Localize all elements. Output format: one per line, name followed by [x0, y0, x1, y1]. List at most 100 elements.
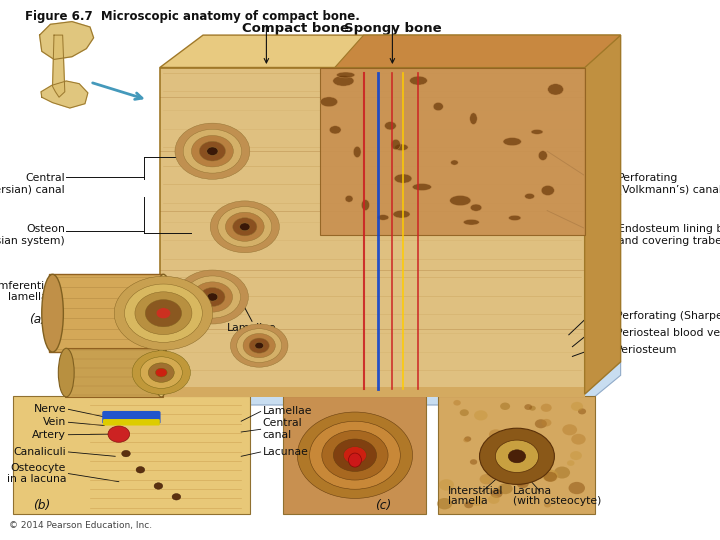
- Circle shape: [562, 424, 577, 435]
- Circle shape: [183, 129, 242, 173]
- Circle shape: [508, 450, 526, 463]
- Circle shape: [343, 447, 366, 464]
- Circle shape: [567, 460, 575, 466]
- Text: Periosteal blood vessel: Periosteal blood vessel: [616, 328, 720, 338]
- Circle shape: [535, 419, 547, 428]
- Text: Interstitial: Interstitial: [448, 487, 503, 496]
- FancyBboxPatch shape: [160, 387, 585, 397]
- Ellipse shape: [58, 348, 74, 397]
- Circle shape: [125, 284, 202, 342]
- Ellipse shape: [354, 146, 361, 158]
- Circle shape: [480, 428, 554, 484]
- Polygon shape: [40, 22, 94, 59]
- Ellipse shape: [508, 215, 521, 220]
- Circle shape: [230, 324, 288, 367]
- Circle shape: [490, 489, 503, 498]
- Circle shape: [322, 430, 388, 480]
- Ellipse shape: [433, 103, 444, 111]
- Ellipse shape: [410, 76, 428, 85]
- Ellipse shape: [391, 139, 400, 150]
- Text: (a): (a): [29, 313, 46, 326]
- Circle shape: [571, 402, 583, 411]
- Text: Osteon
(Haversian system): Osteon (Haversian system): [0, 224, 65, 246]
- Circle shape: [154, 483, 163, 489]
- Ellipse shape: [413, 184, 431, 191]
- Text: (b): (b): [33, 500, 50, 512]
- Text: Central
canal: Central canal: [263, 418, 302, 440]
- Circle shape: [240, 223, 250, 231]
- FancyBboxPatch shape: [49, 274, 163, 352]
- Circle shape: [474, 410, 487, 421]
- Ellipse shape: [451, 160, 458, 165]
- FancyBboxPatch shape: [438, 396, 595, 514]
- Ellipse shape: [525, 193, 534, 199]
- Text: Perforating
(Volkmann’s) canal: Perforating (Volkmann’s) canal: [618, 173, 720, 194]
- FancyBboxPatch shape: [283, 396, 426, 514]
- Text: Lamellae: Lamellae: [263, 407, 312, 416]
- Text: Perforating (Sharpey’s) fibers: Perforating (Sharpey’s) fibers: [616, 311, 720, 321]
- Circle shape: [145, 300, 181, 327]
- Circle shape: [207, 147, 218, 156]
- Text: Vein: Vein: [43, 417, 66, 427]
- Ellipse shape: [348, 453, 361, 467]
- Circle shape: [578, 408, 586, 414]
- FancyBboxPatch shape: [103, 419, 160, 426]
- FancyBboxPatch shape: [320, 68, 585, 235]
- Ellipse shape: [384, 122, 396, 130]
- Text: Lamellae: Lamellae: [228, 323, 276, 333]
- Circle shape: [544, 472, 557, 482]
- Polygon shape: [585, 35, 621, 394]
- Circle shape: [460, 409, 469, 416]
- Ellipse shape: [395, 174, 412, 183]
- Circle shape: [135, 292, 192, 335]
- Ellipse shape: [377, 215, 389, 220]
- Text: Nerve: Nerve: [34, 404, 66, 414]
- Circle shape: [569, 482, 585, 494]
- Circle shape: [438, 479, 454, 491]
- Circle shape: [297, 412, 413, 498]
- Circle shape: [136, 467, 145, 473]
- Circle shape: [172, 494, 181, 500]
- Circle shape: [480, 474, 493, 484]
- Polygon shape: [53, 35, 65, 97]
- Circle shape: [199, 287, 225, 306]
- FancyBboxPatch shape: [13, 396, 250, 514]
- Circle shape: [199, 141, 225, 161]
- Circle shape: [570, 451, 582, 460]
- Ellipse shape: [531, 130, 543, 134]
- Circle shape: [529, 406, 536, 411]
- Text: Spongy bone: Spongy bone: [344, 22, 442, 35]
- Text: Endosteum lining bony canals
and covering trabeculae: Endosteum lining bony canals and coverin…: [618, 224, 720, 246]
- Circle shape: [225, 212, 264, 241]
- Circle shape: [531, 469, 543, 478]
- Text: Canaliculi: Canaliculi: [14, 447, 66, 457]
- Polygon shape: [41, 81, 88, 108]
- Circle shape: [517, 479, 528, 488]
- Circle shape: [192, 282, 233, 312]
- Ellipse shape: [336, 72, 355, 78]
- Ellipse shape: [548, 84, 564, 95]
- Text: (with osteocyte): (with osteocyte): [513, 496, 602, 505]
- Circle shape: [156, 308, 171, 319]
- Text: © 2014 Pearson Education, Inc.: © 2014 Pearson Education, Inc.: [9, 521, 152, 530]
- Circle shape: [499, 454, 512, 464]
- Circle shape: [498, 483, 513, 494]
- Text: Lacuna: Lacuna: [513, 487, 552, 496]
- Circle shape: [489, 429, 503, 440]
- Circle shape: [571, 434, 585, 444]
- Circle shape: [541, 404, 552, 412]
- Circle shape: [454, 400, 461, 406]
- Circle shape: [541, 419, 552, 427]
- Circle shape: [207, 293, 217, 301]
- Circle shape: [500, 402, 510, 410]
- Text: Figure 6.7  Microscopic anatomy of compact bone.: Figure 6.7 Microscopic anatomy of compac…: [25, 10, 360, 23]
- Circle shape: [148, 363, 174, 382]
- Circle shape: [490, 447, 498, 452]
- Circle shape: [554, 467, 570, 478]
- Polygon shape: [160, 362, 621, 405]
- Polygon shape: [335, 35, 621, 68]
- Circle shape: [488, 495, 500, 504]
- Circle shape: [122, 450, 130, 457]
- Text: Osteocyte
in a lacuna: Osteocyte in a lacuna: [6, 463, 66, 484]
- Ellipse shape: [450, 195, 471, 206]
